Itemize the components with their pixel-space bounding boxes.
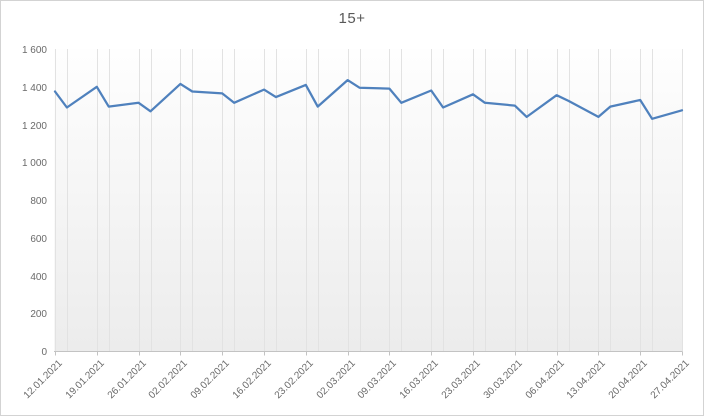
y-axis-label: 1 000 [21, 158, 47, 170]
data-series-line [53, 78, 684, 120]
y-axis-label: 400 [30, 271, 47, 283]
y-axis-label: 800 [30, 196, 47, 207]
y-axis: 0 200 400 600 800 1 000 1 200 1 400 1 600 [1, 1, 47, 415]
plot-background [54, 49, 683, 351]
y-axis-label: 1 400 [21, 82, 47, 94]
y-axis-label: 1 600 [21, 45, 47, 56]
y-axis-label: 200 [30, 309, 47, 321]
y-axis-label: 600 [30, 233, 47, 245]
y-axis-label: 1 200 [21, 120, 47, 132]
chart-title: 15+ [338, 10, 366, 27]
y-axis-label: 0 [41, 347, 47, 358]
